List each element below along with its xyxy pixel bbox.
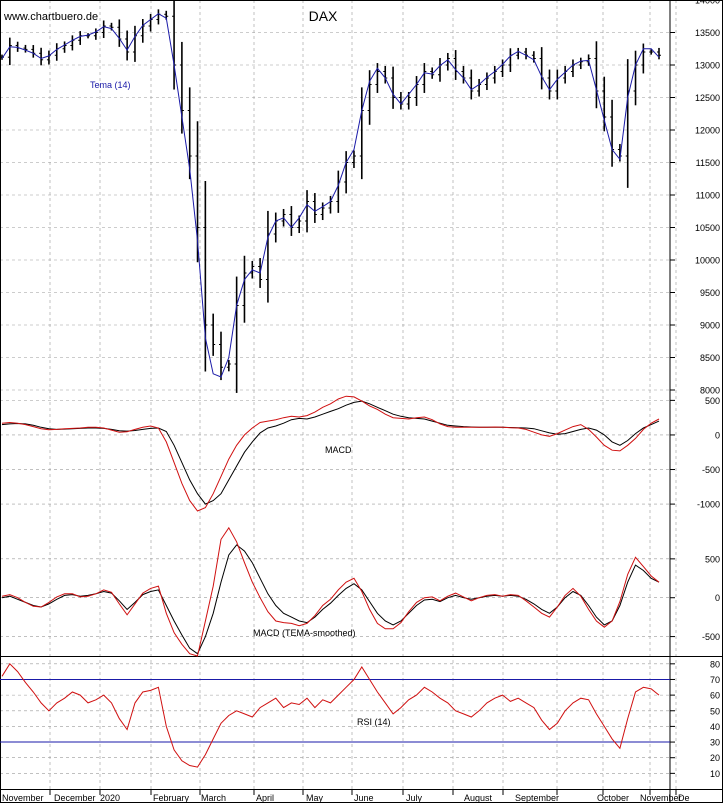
y-tick-label: 0 [715, 593, 720, 603]
macd-label: MACD [325, 445, 352, 455]
y-tick-label: 13500 [695, 28, 720, 38]
y-tick-label: 9000 [700, 321, 720, 331]
y-tick-label: 10000 [695, 256, 720, 266]
macd-signal-line [1, 395, 660, 512]
y-tick-label: 8000 [700, 386, 720, 396]
series [0, 0, 670, 768]
x-tick-label: May [306, 793, 324, 803]
x-tick-label: De [678, 793, 690, 803]
chart-title: DAX [309, 8, 338, 24]
x-tick-label: August [464, 793, 493, 803]
x-tick-label: April [256, 793, 274, 803]
y-tick-label: 50 [710, 706, 720, 716]
macd-line [1, 400, 660, 505]
y-tick-label: -500 [702, 465, 720, 475]
y-tick-label: 40 [710, 722, 720, 732]
x-tick-label: February [153, 793, 190, 803]
x-tick-label: June [354, 793, 374, 803]
x-tick-label: March [201, 793, 226, 803]
y-tick-label: 70 [710, 675, 720, 685]
x-tick-label: October [597, 793, 629, 803]
y-tick-label: 60 [710, 691, 720, 701]
x-tick-label: November [2, 793, 44, 803]
y-tick-label: 13000 [695, 61, 720, 71]
tema-label: Tema (14) [90, 80, 131, 90]
macd-tema-signal-line [1, 526, 660, 657]
y-tick-label: 0 [715, 430, 720, 440]
x-tick-label: September [515, 793, 559, 803]
y-tick-label: 500 [705, 396, 720, 406]
y-tick-label: 9500 [700, 288, 720, 298]
y-tick-label: 10 [710, 769, 720, 779]
y-tick-label: 14000 [695, 0, 720, 6]
site-watermark: www.chartbuero.de [3, 11, 98, 23]
x-tick-label: December [54, 793, 96, 803]
y-tick-label: 10500 [695, 223, 720, 233]
y-tick-label: 30 [710, 738, 720, 748]
y-tick-label: 80 [710, 659, 720, 669]
x-tick-label: November [640, 793, 682, 803]
x-tick-label: July [406, 793, 423, 803]
y-tick-label: 500 [705, 554, 720, 564]
rsi-line [1, 663, 660, 768]
x-tick-label: 2020 [100, 793, 120, 803]
y-tick-label: 8500 [700, 353, 720, 363]
y-tick-label: 11000 [696, 191, 720, 201]
y-tick-label: 12000 [695, 126, 720, 136]
y-tick-label: 12500 [695, 93, 720, 103]
rsi-label: RSI (14) [357, 717, 391, 727]
tema-line [1, 13, 660, 378]
macd-tema-label: MACD (TEMA-smoothed) [253, 628, 356, 638]
y-tick-label: -500 [702, 632, 720, 642]
y-tick-label: 20 [710, 753, 720, 763]
y-tick-label: -1000 [697, 500, 720, 510]
y-tick-label: 11500 [696, 158, 720, 168]
